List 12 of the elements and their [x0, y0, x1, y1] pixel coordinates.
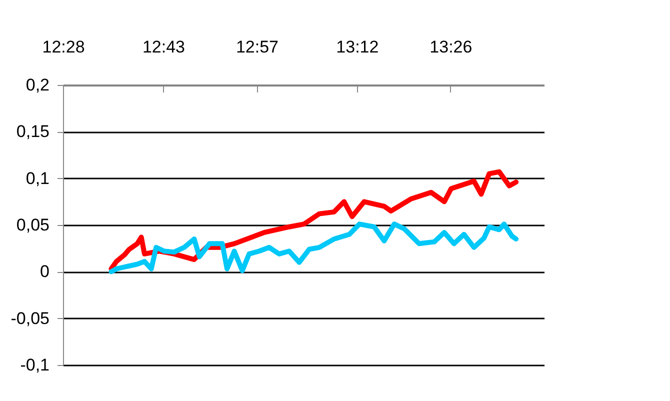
y-tick-label: 0,15	[16, 122, 50, 142]
x-tick-label: 12:57	[236, 38, 278, 56]
x-tick-label: 12:43	[142, 38, 185, 56]
x-tick-label: 13:26	[430, 38, 472, 56]
y-tick-label: 0,2	[26, 76, 50, 94]
y-tick-label: -0,1	[20, 356, 50, 374]
y-tick-label: 0,1	[26, 168, 50, 188]
y-tick-label: 0	[40, 262, 50, 282]
y-tick-label: 0,05	[16, 216, 50, 234]
y-tick-label: -0,05	[10, 308, 50, 328]
x-tick-label: 13:12	[336, 38, 379, 56]
x-tick-label: 12:28	[42, 38, 85, 56]
